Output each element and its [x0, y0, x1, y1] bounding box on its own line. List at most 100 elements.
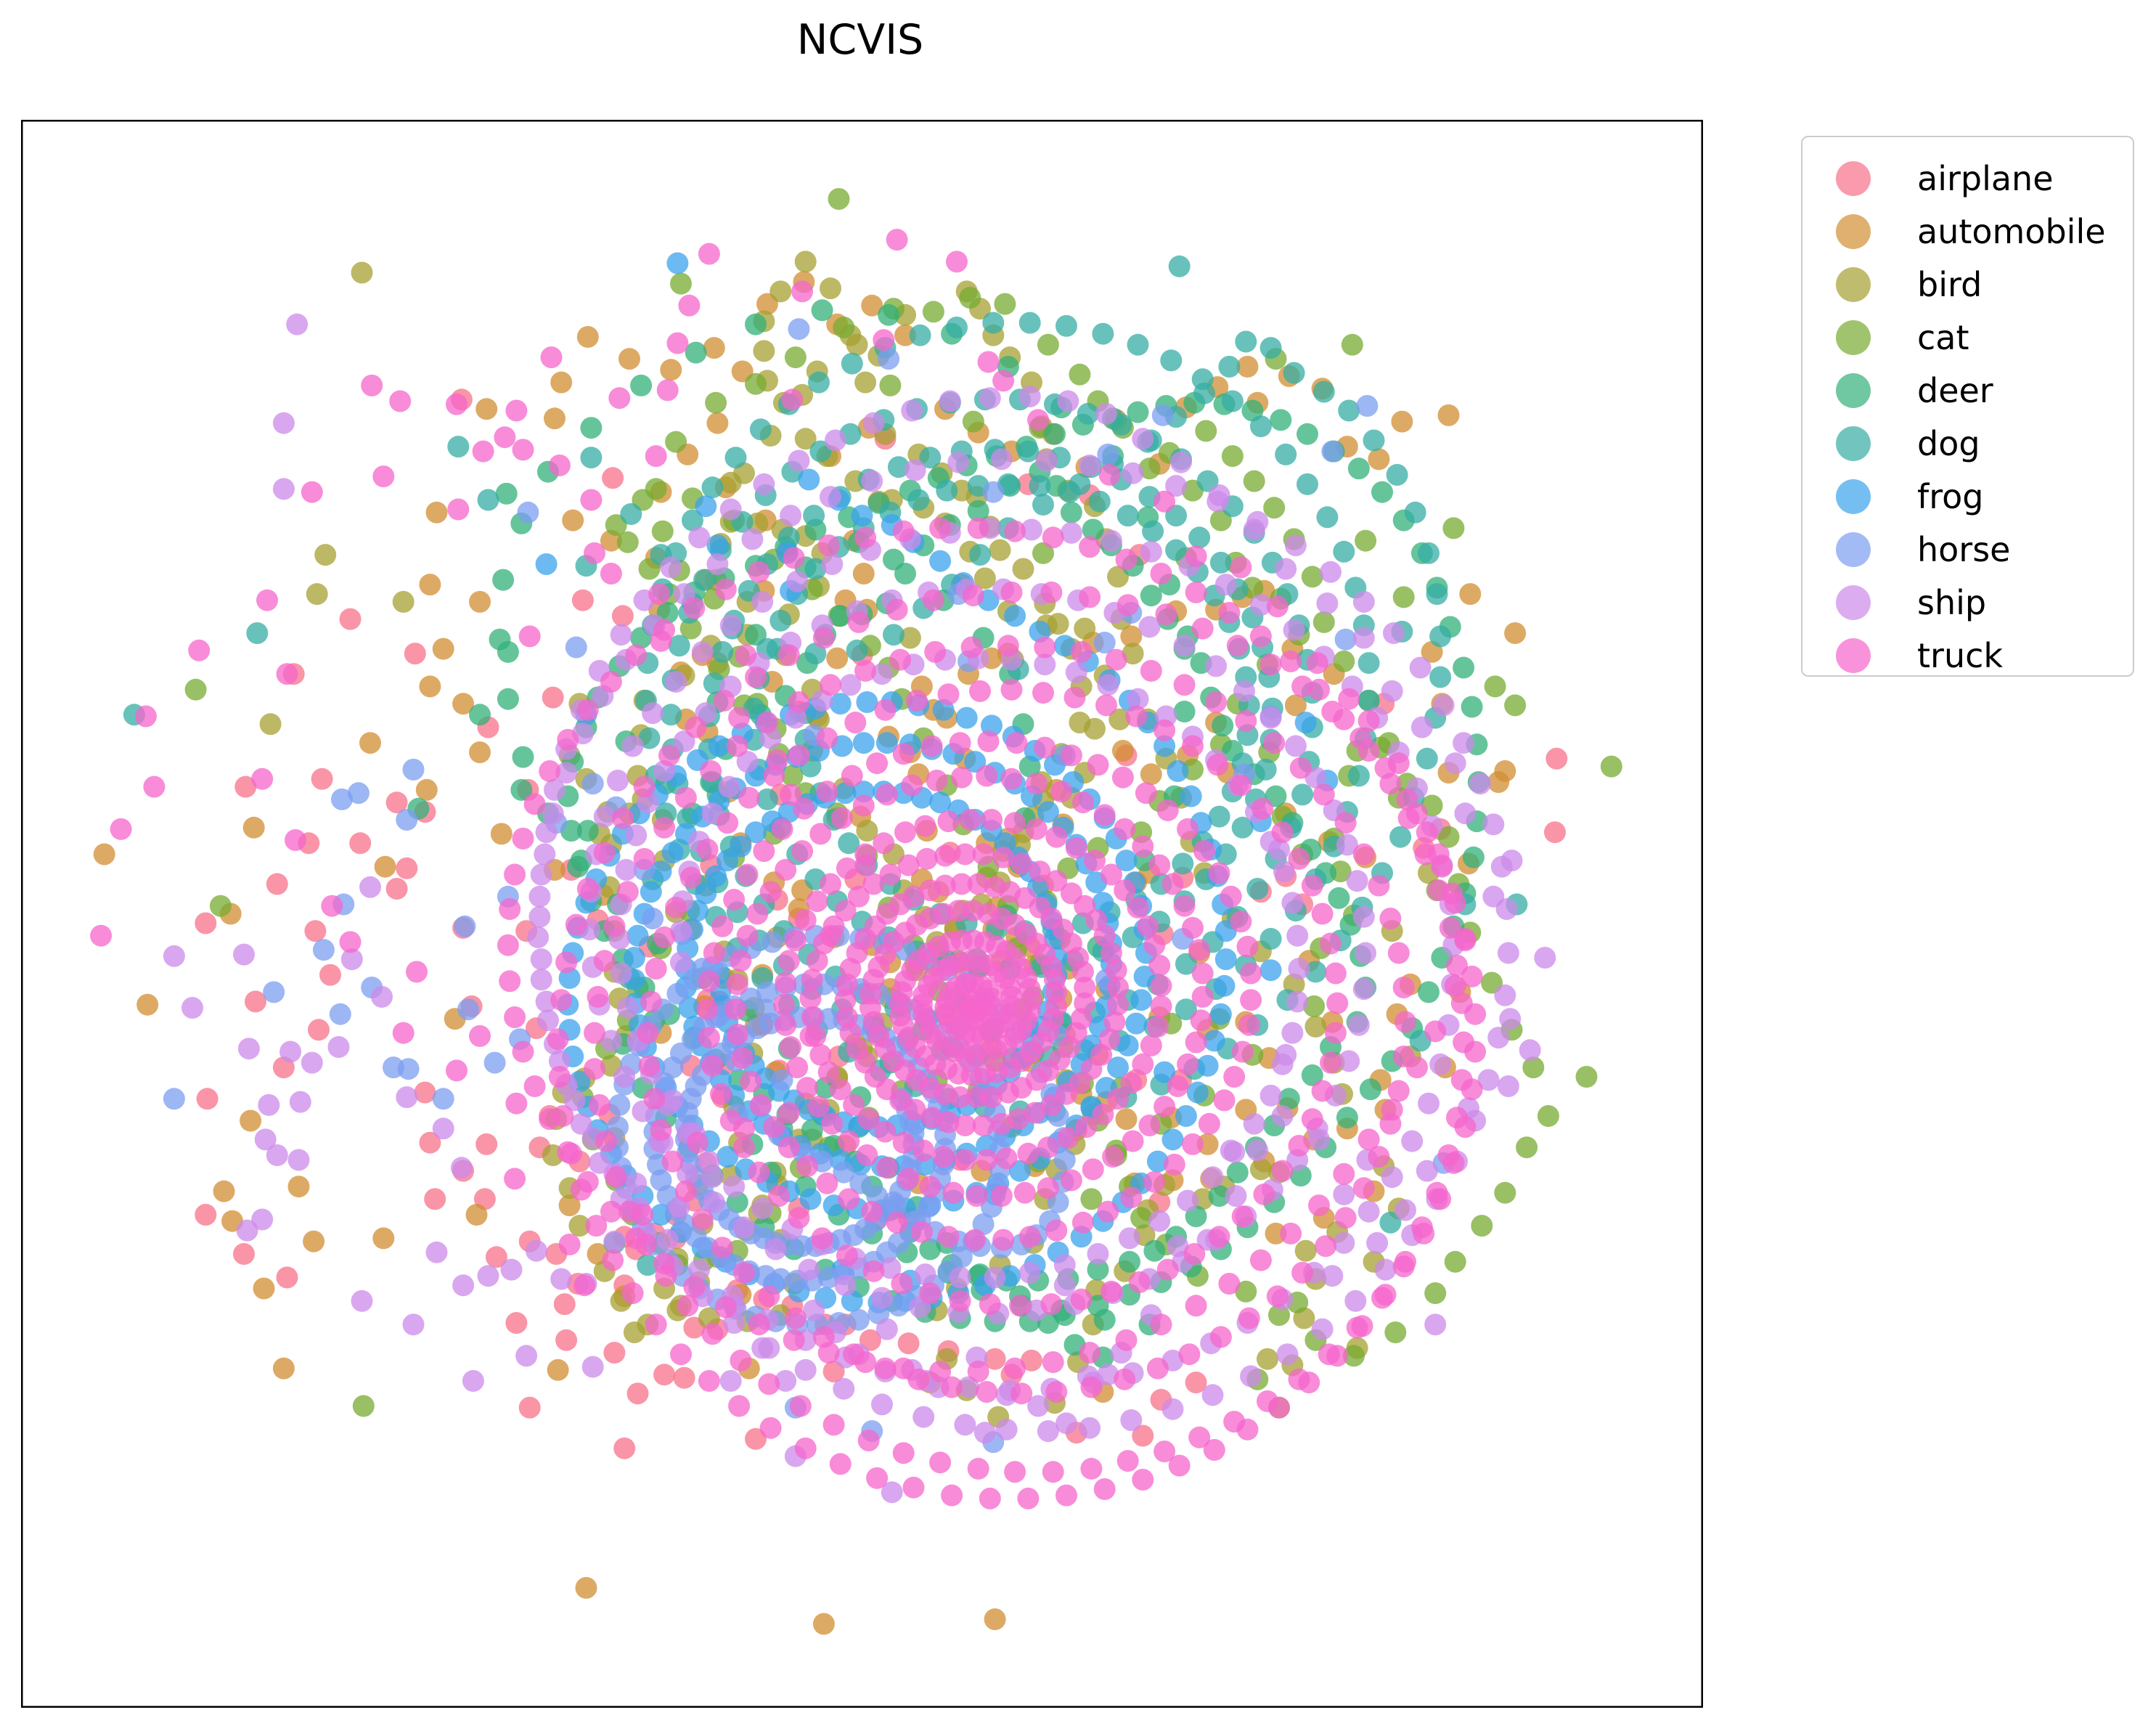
point-truck-225	[1454, 1116, 1477, 1139]
point-truck-102	[600, 1200, 622, 1223]
point-truck-426	[1213, 1089, 1236, 1112]
point-truck-129	[967, 517, 989, 539]
point-truck-433	[1071, 1211, 1094, 1234]
point-ship-5	[266, 1144, 288, 1166]
point-truck-283	[1235, 709, 1257, 732]
point-ship-362	[402, 1313, 425, 1336]
point-truck-110	[497, 934, 519, 956]
point-cat-164	[1221, 445, 1244, 468]
point-truck-552	[857, 1108, 880, 1131]
point-truck-131	[1042, 526, 1064, 549]
point-truck-79	[1357, 1128, 1380, 1151]
point-truck-232	[1318, 1343, 1340, 1366]
legend-marker-frog	[1836, 479, 1871, 514]
point-truck-500	[838, 1130, 860, 1152]
point-ship-224	[642, 702, 664, 725]
point-truck-249	[730, 1349, 752, 1372]
point-deer-34	[1212, 714, 1234, 737]
point-automobile-83	[861, 294, 883, 317]
point-deer-112	[1347, 457, 1370, 480]
point-ship-145	[1035, 449, 1058, 472]
point-ship-268	[1259, 706, 1282, 729]
point-automobile-115	[1111, 740, 1134, 762]
point-bird-81	[1047, 613, 1069, 635]
point-ship-308	[984, 1266, 1006, 1289]
point-frog-257	[1294, 712, 1317, 734]
point-truck-280	[1140, 659, 1162, 682]
point-ship-125	[1477, 1069, 1500, 1091]
point-dog-255	[1116, 505, 1139, 527]
point-truck-615	[902, 885, 925, 908]
point-truck-639	[981, 1086, 1003, 1109]
legend-label-dog: dog	[1917, 424, 1980, 463]
point-truck-308	[1080, 1376, 1103, 1398]
point-truck-496	[919, 1176, 942, 1198]
point-airplane-30	[611, 605, 634, 627]
point-airplane-86	[1185, 1372, 1207, 1393]
point-automobile-102	[1459, 583, 1482, 606]
point-ship-306	[914, 1263, 936, 1286]
point-ship-206	[1283, 619, 1305, 641]
point-ship-4	[258, 1093, 280, 1116]
point-truck-337	[788, 744, 810, 767]
point-horse-69	[761, 931, 783, 953]
point-dog-76	[724, 447, 747, 469]
point-truck-247	[789, 1395, 812, 1417]
point-truck-458	[791, 840, 814, 863]
point-truck-203	[962, 584, 984, 607]
point-truck-281	[1173, 674, 1196, 696]
point-ship-358	[287, 1149, 310, 1171]
point-cat-51	[745, 372, 767, 395]
point-truck-240	[1042, 1461, 1064, 1483]
point-truck-553	[843, 1093, 865, 1116]
point-dog-100	[1357, 689, 1380, 712]
point-frog-84	[856, 691, 878, 713]
point-truck-493	[990, 1185, 1013, 1207]
point-truck-66	[1266, 595, 1289, 618]
point-truck-112	[504, 863, 526, 886]
point-truck-335	[738, 786, 760, 809]
point-airplane-44	[555, 1329, 578, 1351]
point-truck-13	[110, 818, 132, 840]
point-truck-52	[540, 346, 563, 369]
point-truck-277	[1034, 636, 1056, 659]
point-truck-573	[992, 846, 1015, 868]
point-bird-212	[846, 333, 868, 356]
point-truck-192	[611, 807, 634, 829]
point-frog-260	[1259, 959, 1282, 982]
point-truck-351	[1206, 754, 1229, 776]
point-deer-197	[1173, 701, 1196, 722]
point-automobile-84	[894, 324, 916, 346]
point-truck-291	[1387, 942, 1410, 964]
point-automobile-16	[562, 509, 584, 531]
point-cat-58	[1037, 333, 1059, 356]
point-truck-133	[1115, 548, 1138, 571]
point-truck-219	[1444, 892, 1466, 914]
point-ship-65	[1316, 592, 1339, 614]
point-truck-285	[1289, 757, 1312, 779]
point-frog-0	[666, 252, 689, 274]
point-ship-313	[1148, 1210, 1171, 1232]
point-truck-125	[817, 534, 840, 557]
point-ship-364	[515, 1345, 538, 1367]
point-airplane-57	[897, 1332, 920, 1355]
point-truck-565	[847, 885, 870, 908]
point-ship-164	[530, 969, 552, 991]
point-truck-474	[1148, 854, 1171, 876]
points-layer	[90, 188, 1622, 1635]
point-frog-135	[623, 947, 645, 969]
point-truck-65	[1230, 556, 1252, 579]
point-truck-209	[1191, 617, 1214, 640]
point-horse-104	[950, 1246, 973, 1268]
point-truck-532	[1148, 954, 1171, 977]
point-cat-137	[1235, 1280, 1257, 1303]
point-horse-10	[396, 809, 418, 831]
point-truck-375	[1040, 1293, 1063, 1316]
point-truck-143	[1397, 807, 1420, 829]
point-truck-447	[749, 1093, 772, 1116]
point-horse-5	[1151, 404, 1174, 426]
point-dog-31	[1386, 464, 1408, 486]
point-truck-1	[977, 351, 1000, 373]
point-truck-250	[701, 1323, 724, 1345]
point-truck-305	[1178, 1343, 1201, 1366]
